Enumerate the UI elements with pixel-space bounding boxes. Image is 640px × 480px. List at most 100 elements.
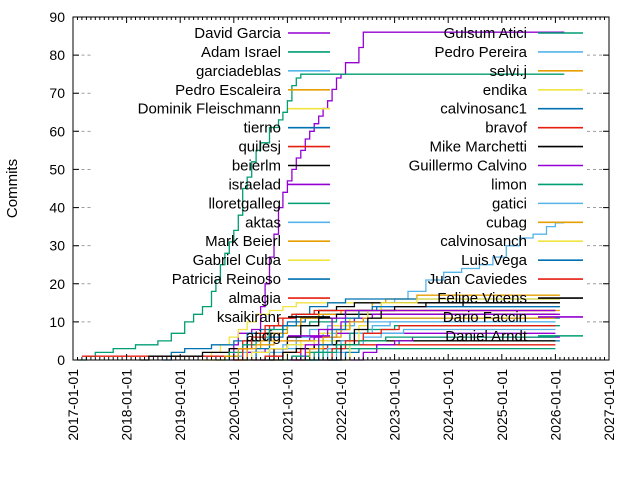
x-tick-label: 2024-01-01 [440, 369, 456, 441]
y-tick-label: 0 [57, 352, 65, 368]
legend-label: cubag [486, 214, 527, 231]
legend-label: Juan Caviedes [428, 271, 527, 288]
y-tick-label: 70 [49, 85, 65, 101]
legend-item-adam-israel: Adam Israel [201, 44, 330, 61]
x-tick-label: 2017-01-01 [65, 369, 81, 441]
legend-item-gulsum-atici: Gulsum Atici [444, 25, 583, 42]
legend-item-endika: endika [483, 82, 583, 99]
legend-item-cubag: cubag [486, 214, 583, 231]
legend-label: Mark Beierl [205, 233, 281, 250]
legend-label: Guillermo Calvino [409, 158, 527, 175]
legend-item-beierlm: beierlm [232, 158, 330, 175]
legend-label: Adam Israel [201, 44, 281, 61]
legend-item-dario-faccin: Dario Faccin [443, 309, 583, 326]
legend-item-daniel-arndt: Daniel Arndt [445, 328, 583, 345]
legend-label: tierno [243, 120, 281, 137]
legend-label: Pedro Escaleira [175, 82, 282, 99]
y-tick-label: 10 [49, 314, 65, 330]
legend-label: Gulsum Atici [444, 25, 527, 42]
legend-item-selvi-j: selvi.j [489, 63, 583, 80]
series-line-dario-faccin [291, 309, 556, 361]
legend: David Garcia Adam Israel garciadeblas Pedro… [138, 25, 583, 345]
series-line-adam-israel [77, 73, 565, 361]
legend-item-guillermo-calvino: Guillermo Calvino [409, 158, 583, 175]
x-tick-label: 2026-01-01 [547, 369, 563, 441]
legend-label: Pedro Pereira [434, 44, 527, 61]
legend-item-quilesj: quilesj [238, 139, 330, 156]
legend-item-ksaikiranr: ksaikiranr [217, 309, 330, 326]
legend-item-mark-beierl: Mark Beierl [205, 233, 330, 250]
legend-item-patricia-reinoso: Patricia Reinoso [172, 271, 330, 288]
legend-item-felipe-vicens: Felipe Vicens [437, 290, 583, 307]
series-line-cubag [296, 317, 556, 361]
legend-label: Dominik Fleischmann [138, 101, 281, 118]
legend-label: David Garcia [194, 25, 281, 42]
legend-label: aticig [246, 328, 281, 345]
legend-item-david-garcia: David Garcia [194, 25, 330, 42]
legend-item-lloretgalleg: lloretgalleg [208, 195, 330, 212]
legend-label: limon [491, 176, 527, 193]
legend-label: calvinosanch [440, 233, 527, 250]
legend-item-calvinosanc1: calvinosanc1 [440, 101, 583, 118]
y-tick-label: 40 [49, 200, 65, 216]
legend-label: israelad [228, 176, 281, 193]
legend-label: beierlm [232, 158, 281, 175]
legend-item-pedro-escaleira: Pedro Escaleira [175, 82, 330, 99]
series-line-juan-caviedes [318, 325, 556, 361]
x-tick-label: 2019-01-01 [172, 369, 188, 441]
legend-item-garciadeblas: garciadeblas [196, 63, 330, 80]
data-series [77, 31, 565, 361]
legend-item-israelad: israelad [228, 176, 330, 193]
y-tick-label: 30 [49, 238, 65, 254]
legend-label: aktas [245, 214, 281, 231]
legend-label: gatici [492, 195, 527, 212]
series-line-david-garcia [229, 31, 565, 361]
legend-item-tierno: tierno [243, 120, 330, 137]
series-line-daniel-arndt [300, 336, 556, 361]
legend-label: ksaikiranr [217, 309, 281, 326]
legend-label: bravof [485, 120, 528, 137]
series-line-dominik-fleischmann [202, 302, 556, 361]
legend-label: calvinosanc1 [440, 101, 527, 118]
legend-label: Dario Faccin [443, 309, 527, 326]
legend-label: selvi.j [489, 63, 527, 80]
series-line-patricia-reinoso [242, 298, 560, 361]
legend-label: Patricia Reinoso [172, 271, 281, 288]
y-axis-tick-labels: 0 10 20 30 40 50 60 70 80 90 [49, 9, 65, 368]
legend-label: Daniel Arndt [445, 328, 528, 345]
y-tick-label: 20 [49, 276, 65, 292]
x-tick-label: 2021-01-01 [279, 369, 295, 441]
legend-item-dominik-fleischmann: Dominik Fleischmann [138, 101, 330, 118]
legend-item-aticig: aticig [246, 328, 330, 345]
legend-label: garciadeblas [196, 63, 281, 80]
legend-label: quilesj [238, 139, 281, 156]
legend-label: Luis Vega [461, 252, 528, 269]
legend-item-calvinosanch: calvinosanch [440, 233, 583, 250]
x-tick-label: 2022-01-01 [333, 369, 349, 441]
x-axis-tick-labels: 2017-01-01 2018-01-01 2019-01-01 2020-01-01… [65, 369, 617, 441]
x-tick-label: 2025-01-01 [494, 369, 510, 441]
legend-item-mike-marchetti: Mike Marchetti [429, 139, 583, 156]
legend-label: Gabriel Cuba [193, 252, 282, 269]
legend-item-luis-vega: Luis Vega [461, 252, 583, 269]
legend-item-gatici: gatici [492, 195, 583, 212]
legend-item-pedro-pereira: Pedro Pereira [434, 44, 583, 61]
legend-label: Mike Marchetti [429, 139, 527, 156]
y-tick-label: 90 [49, 9, 65, 25]
legend-item-limon: limon [491, 176, 583, 193]
legend-label: endika [483, 82, 528, 99]
legend-label: lloretgalleg [208, 195, 281, 212]
y-tick-label: 60 [49, 123, 65, 139]
y-tick-label: 80 [49, 47, 65, 63]
legend-item-almagia: almagia [228, 290, 330, 307]
y-tick-label: 50 [49, 161, 65, 177]
series-line-guillermo-calvino [349, 336, 560, 361]
y-axis-title: Commits [4, 159, 21, 218]
legend-item-gabriel-cuba: Gabriel Cuba [193, 252, 330, 269]
series-line-lloretgalleg [215, 317, 560, 361]
legend-item-juan-caviedes: Juan Caviedes [428, 271, 583, 288]
x-tick-label: 2018-01-01 [119, 369, 135, 441]
x-tick-label: 2020-01-01 [226, 369, 242, 441]
legend-label: almagia [228, 290, 281, 307]
